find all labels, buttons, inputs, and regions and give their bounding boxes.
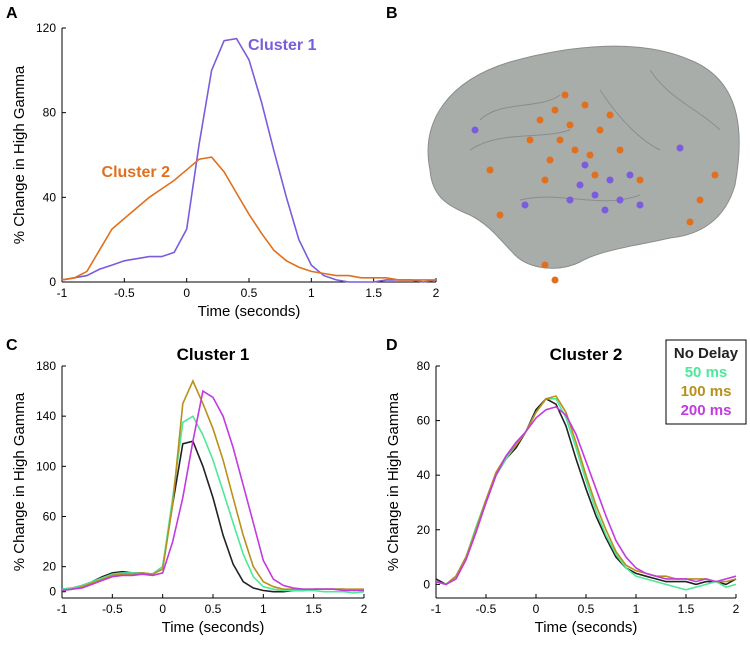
panel-label: C	[6, 337, 18, 354]
y-tick-label: 0	[423, 577, 430, 591]
x-tick-label: 2	[733, 602, 740, 616]
y-tick-label: 0	[49, 585, 56, 599]
x-axis-label: Time (seconds)	[198, 303, 301, 320]
y-tick-label: 40	[43, 190, 57, 204]
x-tick-label: -0.5	[102, 602, 123, 616]
x-tick-label: 0.5	[578, 602, 595, 616]
series-label: Cluster 2	[102, 164, 171, 181]
y-tick-label: 80	[43, 106, 57, 120]
panel-label: A	[6, 5, 18, 22]
x-axis-label: Time (seconds)	[535, 619, 638, 636]
legend-entry: No Delay	[674, 345, 739, 362]
x-tick-label: 1	[633, 602, 640, 616]
legend-entry: 50 ms	[685, 364, 728, 381]
series-line	[61, 379, 364, 592]
legend-box	[665, 339, 747, 425]
series-line	[61, 415, 365, 594]
brain-sulci	[469, 69, 721, 202]
x-tick-label: 0.5	[241, 286, 258, 300]
x-tick-label: 0	[159, 602, 166, 616]
x-tick-label: 0	[533, 602, 540, 616]
series-line	[435, 398, 737, 591]
y-axis-label: % Change in High Gamma	[11, 392, 28, 571]
y-axis-label: % Change in High Gamma	[385, 392, 402, 571]
series-line	[61, 156, 436, 281]
x-tick-label: -1	[57, 602, 68, 616]
x-tick-label: 2	[433, 286, 440, 300]
series-label: Cluster 1	[248, 37, 317, 54]
y-tick-label: 60	[43, 509, 57, 523]
chart-title: Cluster 2	[550, 345, 623, 364]
electrodes-cluster-1	[471, 126, 684, 214]
series-line	[435, 406, 737, 586]
electrodes-cluster-2	[486, 91, 719, 284]
y-tick-label: 60	[417, 414, 431, 428]
x-tick-label: -0.5	[114, 286, 135, 300]
brain-surface	[427, 45, 740, 269]
x-tick-label: 1.5	[305, 602, 322, 616]
panel-label: B	[386, 5, 398, 22]
y-tick-label: 40	[417, 468, 431, 482]
y-tick-label: 120	[36, 21, 56, 35]
chart-title: Cluster 1	[177, 345, 250, 364]
x-tick-label: 1	[260, 602, 267, 616]
y-tick-label: 140	[36, 409, 56, 423]
x-tick-label: 2	[361, 602, 368, 616]
legend-entry: 100 ms	[681, 383, 732, 400]
y-tick-label: 180	[36, 359, 56, 373]
legend-entry: 200 ms	[681, 402, 732, 419]
x-tick-label: 0.5	[205, 602, 222, 616]
x-tick-label: -0.5	[476, 602, 497, 616]
brain-panel: B	[386, 5, 740, 284]
y-tick-label: 80	[417, 359, 431, 373]
x-tick-label: 1.5	[678, 602, 695, 616]
y-tick-label: 20	[417, 523, 431, 537]
x-tick-label: 1	[308, 286, 315, 300]
y-tick-label: 100	[36, 459, 56, 473]
x-tick-label: -1	[57, 286, 68, 300]
y-axis-label: % Change in High Gamma	[11, 65, 28, 244]
series-line	[435, 397, 737, 586]
x-axis-label: Time (seconds)	[162, 619, 265, 636]
series-line	[61, 389, 364, 592]
panel-label: D	[386, 337, 398, 354]
y-tick-label: 0	[49, 275, 56, 289]
x-tick-label: 0	[183, 286, 190, 300]
series-line	[61, 37, 437, 283]
series-line	[61, 440, 365, 593]
y-tick-label: 20	[43, 560, 57, 574]
x-tick-label: 1.5	[365, 286, 382, 300]
x-tick-label: -1	[431, 602, 442, 616]
